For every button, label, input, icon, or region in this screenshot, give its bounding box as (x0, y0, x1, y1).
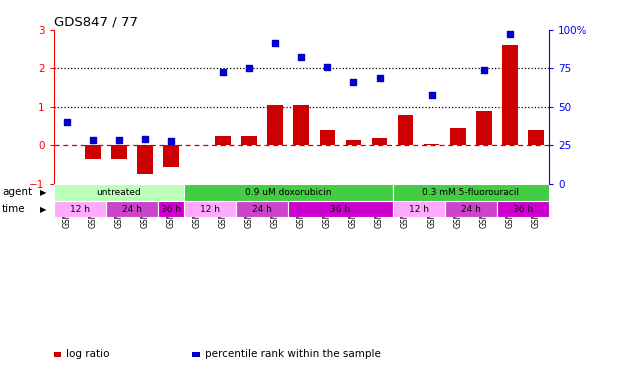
Text: untreated: untreated (97, 188, 141, 197)
Bar (85, 146, 100, 159)
Bar (398, 115, 413, 146)
Bar (445, 201, 497, 217)
Text: 12 h: 12 h (200, 205, 220, 214)
Bar (502, 45, 517, 146)
Bar (372, 138, 387, 146)
Bar (346, 140, 362, 146)
Text: ▶: ▶ (40, 188, 46, 197)
Bar (137, 146, 153, 174)
Bar (163, 146, 179, 166)
Point (166, 138, 176, 144)
Bar (392, 201, 445, 217)
Point (322, 63, 333, 69)
Point (297, 54, 307, 60)
Bar (54, 184, 184, 201)
Bar (268, 105, 283, 146)
Text: 24 h: 24 h (122, 205, 142, 214)
Bar (450, 128, 466, 146)
Bar (106, 201, 158, 217)
Text: 0.9 uM doxorubicin: 0.9 uM doxorubicin (245, 188, 331, 197)
Bar (424, 144, 439, 146)
Point (348, 79, 358, 85)
Text: GDS847 / 77: GDS847 / 77 (54, 16, 138, 29)
Bar (184, 184, 392, 201)
Point (140, 135, 150, 141)
Text: log ratio: log ratio (66, 350, 110, 359)
Point (88, 136, 98, 142)
Bar (528, 130, 544, 146)
Text: ▶: ▶ (40, 205, 46, 214)
Text: percentile rank within the sample: percentile rank within the sample (205, 350, 381, 359)
Text: 36 h: 36 h (161, 205, 181, 214)
Text: 0.3 mM 5-fluorouracil: 0.3 mM 5-fluorouracil (422, 188, 519, 197)
Text: 24 h: 24 h (252, 205, 272, 214)
Point (244, 66, 254, 72)
Text: 36 h: 36 h (331, 205, 350, 214)
Bar (184, 201, 236, 217)
Text: 24 h: 24 h (461, 205, 481, 214)
Text: 12 h: 12 h (69, 205, 90, 214)
Bar (158, 201, 184, 217)
Bar (111, 146, 127, 159)
Bar (54, 201, 106, 217)
Bar (476, 111, 492, 146)
Bar (241, 136, 257, 146)
Text: agent: agent (2, 188, 32, 197)
Bar (319, 130, 335, 146)
Bar (215, 136, 231, 146)
Bar (236, 201, 288, 217)
Point (374, 75, 384, 81)
Text: time: time (2, 204, 25, 214)
Bar (392, 184, 549, 201)
Point (270, 40, 280, 46)
Point (479, 68, 489, 74)
Bar (293, 105, 309, 146)
Point (505, 31, 515, 37)
Point (114, 136, 124, 142)
Bar (497, 201, 549, 217)
Bar (288, 201, 392, 217)
Point (427, 92, 437, 98)
Point (218, 69, 228, 75)
Text: 36 h: 36 h (513, 205, 533, 214)
Point (62, 119, 72, 125)
Text: 12 h: 12 h (409, 205, 428, 214)
